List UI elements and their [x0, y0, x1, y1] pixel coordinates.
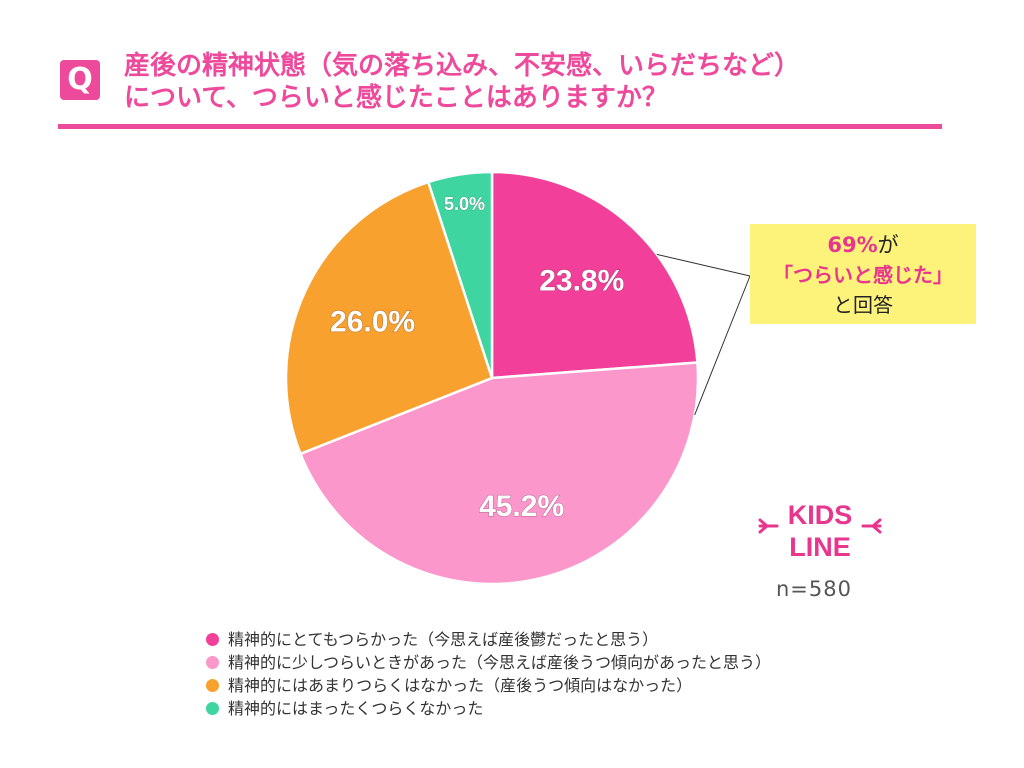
summary-callout: 69%が 「つらいと感じた」 と回答 [750, 224, 976, 324]
legend-label: 精神的にはまったくつらくなかった [228, 699, 484, 718]
callout-tail: と回答 [833, 293, 893, 317]
slice-label-2: 45.2% [479, 490, 564, 523]
pie-slice-1 [490, 170, 699, 380]
callout-leader-line-2 [694, 275, 751, 416]
callout-percent-suffix: が [877, 233, 899, 257]
question-line-1: 産後の精神状態（気の落ち込み、不安感、いらだちなど） [124, 51, 801, 81]
pie-slice-3 [284, 180, 494, 456]
pie-slice-labels: 23.8% 45.2% 26.0% 5.0% [329, 194, 624, 524]
legend-dot-icon [206, 679, 219, 692]
sample-size: n=580 [776, 577, 852, 601]
pie-slice-2 [299, 361, 700, 586]
legend-dot-icon [206, 656, 219, 669]
legend-dot-icon [206, 633, 219, 646]
slice-label-4: 5.0% [444, 194, 485, 214]
legend-label: 精神的に少しつらいときがあった（今思えば産後うつ傾向があったと思う） [228, 653, 772, 672]
legend-dot-icon [206, 702, 219, 715]
slice-label-1: 23.8% [539, 265, 624, 298]
legend-label: 精神的にはあまりつらくはなかった（産後うつ傾向はなかった） [228, 676, 693, 695]
legend-item: 精神的にはまったくつらくなかった [206, 697, 771, 720]
callout-quote: 「つらいと感じた」 [773, 263, 953, 287]
legend-label: 精神的にとてもつらかった（今思えば産後鬱だったと思う） [228, 630, 659, 649]
legend-item: 精神的に少しつらいときがあった（今思えば産後うつ傾向があったと思う） [206, 651, 771, 674]
callout-leader-lines [656, 253, 751, 416]
question-title: 産後の精神状態（気の落ち込み、不安感、いらだちなど） について、つらいと感じたこ… [124, 50, 964, 114]
callout-leader-line-1 [656, 253, 751, 277]
slice-label-3: 26.0% [330, 305, 415, 338]
pie-slice-4 [427, 170, 494, 380]
question-line-2: について、つらいと感じたことはありますか？ [124, 83, 668, 113]
callout-percent-line: 69%が [750, 230, 976, 260]
title-underline [58, 124, 942, 129]
kidsline-logo: KIDS LINE [758, 500, 882, 562]
logo-line-1: KIDS [788, 500, 853, 530]
legend-item: 精神的にはあまりつらくはなかった（産後うつ傾向はなかった） [206, 674, 771, 697]
question-badge: Q [60, 60, 100, 100]
logo-line-2: LINE [789, 532, 851, 562]
pie-slices [284, 170, 700, 586]
legend-item: 精神的にとてもつらかった（今思えば産後鬱だったと思う） [206, 628, 771, 651]
chart-legend: 精神的にとてもつらかった（今思えば産後鬱だったと思う） 精神的に少しつらいときが… [206, 628, 771, 720]
callout-percent: 69% [827, 233, 878, 257]
